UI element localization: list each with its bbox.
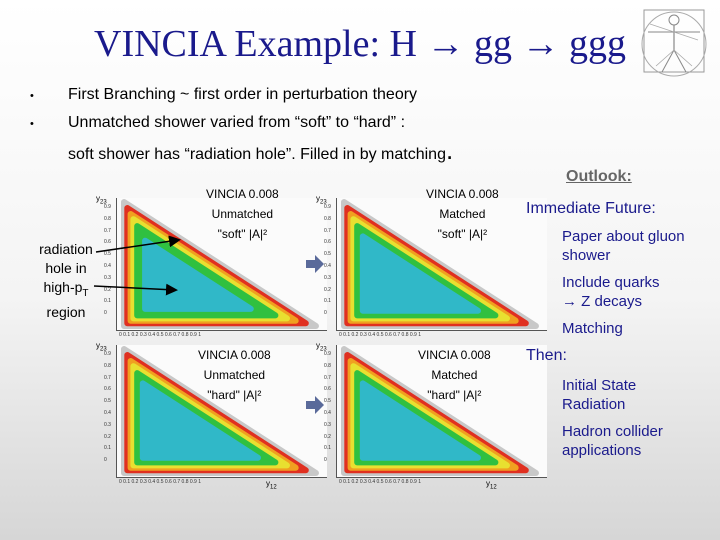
dalitz-heatmap	[341, 346, 539, 476]
x-axis-label: y12	[266, 479, 277, 491]
bullet-dot-icon: •	[30, 118, 34, 130]
slide-title: VINCIA Example: H → gg → ggg	[94, 23, 626, 65]
outlook-item: Matching	[562, 320, 623, 337]
then-heading: Then:	[526, 347, 567, 364]
transition-arrow-icon	[306, 396, 324, 414]
radiation-hole-note: radiation hole in high-pT region	[26, 240, 106, 322]
outlook-item: Paper about gluon shower	[562, 228, 685, 264]
plot-amplitude: "hard" |A|²	[207, 388, 262, 402]
heatmap-contour	[359, 233, 481, 314]
x-tick-labels: 0 0.1 0.2 0.3 0.4 0.5 0.6 0.7 0.8 0.9 1	[119, 479, 202, 485]
outlook-item: Initial State Radiation	[562, 377, 637, 413]
transition-arrow-icon	[306, 255, 324, 273]
y-axis-label: y23	[316, 341, 327, 353]
plot-amplitude: "hard" |A|²	[427, 388, 482, 402]
plot-label: VINCIA 0.008 Unmatched "soft" |A|²	[206, 184, 279, 244]
outlook-item: Hadron collider applications	[562, 423, 663, 459]
plot-kind: Matched	[439, 207, 486, 221]
plot-amplitude: "soft" |A|²	[217, 227, 268, 241]
immediate-future-heading: Immediate Future:	[526, 200, 656, 217]
y-axis-label: y23	[96, 341, 107, 353]
plot-label: VINCIA 0.008 Unmatched "hard" |A|²	[198, 345, 271, 405]
plot-kind: Unmatched	[211, 207, 274, 221]
dalitz-heatmap	[121, 346, 319, 476]
dalitz-plot-matched-hard: y23 0.9 0.8 0.7 0.6 0.5 0.4 0.3 0.2 0.1 0 0 0.1 0.2…	[316, 337, 556, 491]
plot-label: VINCIA 0.008 Matched "hard" |A|²	[418, 345, 491, 405]
vitruvian-logo-icon	[641, 9, 707, 77]
x-tick-labels: 0 0.1 0.2 0.3 0.4 0.5 0.6 0.7 0.8 0.9 1	[339, 479, 422, 485]
radiation-note-pt: high-pT	[43, 279, 89, 299]
plot-version: VINCIA 0.008	[206, 187, 279, 201]
plot-label: VINCIA 0.008 Matched "soft" |A|²	[426, 184, 499, 244]
soft-shower-note: soft shower has “radiation hole”. Filled…	[68, 135, 454, 165]
plot-amplitude: "soft" |A|²	[437, 227, 488, 241]
x-tick-labels: 0 0.1 0.2 0.3 0.4 0.5 0.6 0.7 0.8 0.9 1	[339, 332, 422, 338]
heatmap-contour	[359, 380, 481, 461]
y-tick-labels: 0.9 0.8 0.7 0.6 0.5 0.4 0.3 0.2 0.1 0	[324, 204, 331, 317]
y-tick-labels: 0.9 0.8 0.7 0.6 0.5 0.4 0.3 0.2 0.1 0	[324, 351, 331, 464]
outlook-item: Include quarks → Z decays	[562, 273, 712, 311]
bullet-item: • First Branching ~ first order in pertur…	[30, 86, 418, 103]
outlook-item-quarks: Include quarks → Z decays	[562, 274, 660, 310]
dalitz-plot-matched-soft: y23 0.9 0.8 0.7 0.6 0.5 0.4 0.3 0.2 0.1 0 0 0.1 0.2…	[316, 187, 556, 338]
dalitz-plot-unmatched-hard: y23 0.9 0.8 0.7 0.6 0.5 0.4 0.3 0.2 0.1 0 0 0.1 0.2…	[96, 337, 336, 491]
pointer-arrow-upper	[95, 235, 181, 253]
y-axis-label: y23	[316, 194, 327, 206]
y-tick-labels: 0.9 0.8 0.7 0.6 0.5 0.4 0.3 0.2 0.1 0	[104, 204, 111, 317]
plot-version: VINCIA 0.008	[426, 187, 499, 201]
heatmap-contour	[139, 380, 261, 461]
plot-version: VINCIA 0.008	[198, 348, 271, 362]
x-axis-label: y12	[486, 479, 497, 491]
outlook-heading: Outlook:	[566, 168, 632, 185]
plot-version: VINCIA 0.008	[418, 348, 491, 362]
y-axis-label: y23	[96, 194, 107, 206]
bullet-dot-icon: •	[30, 90, 34, 102]
bullet-item: • Unmatched shower varied from “soft” to …	[30, 114, 406, 131]
y-tick-labels: 0.9 0.8 0.7 0.6 0.5 0.4 0.3 0.2 0.1 0	[104, 351, 111, 464]
plot-kind: Unmatched	[203, 368, 266, 382]
plot-kind: Matched	[431, 368, 478, 382]
dalitz-heatmap	[341, 199, 539, 329]
pointer-arrow-lower	[93, 283, 178, 296]
x-tick-labels: 0 0.1 0.2 0.3 0.4 0.5 0.6 0.7 0.8 0.9 1	[119, 332, 202, 338]
